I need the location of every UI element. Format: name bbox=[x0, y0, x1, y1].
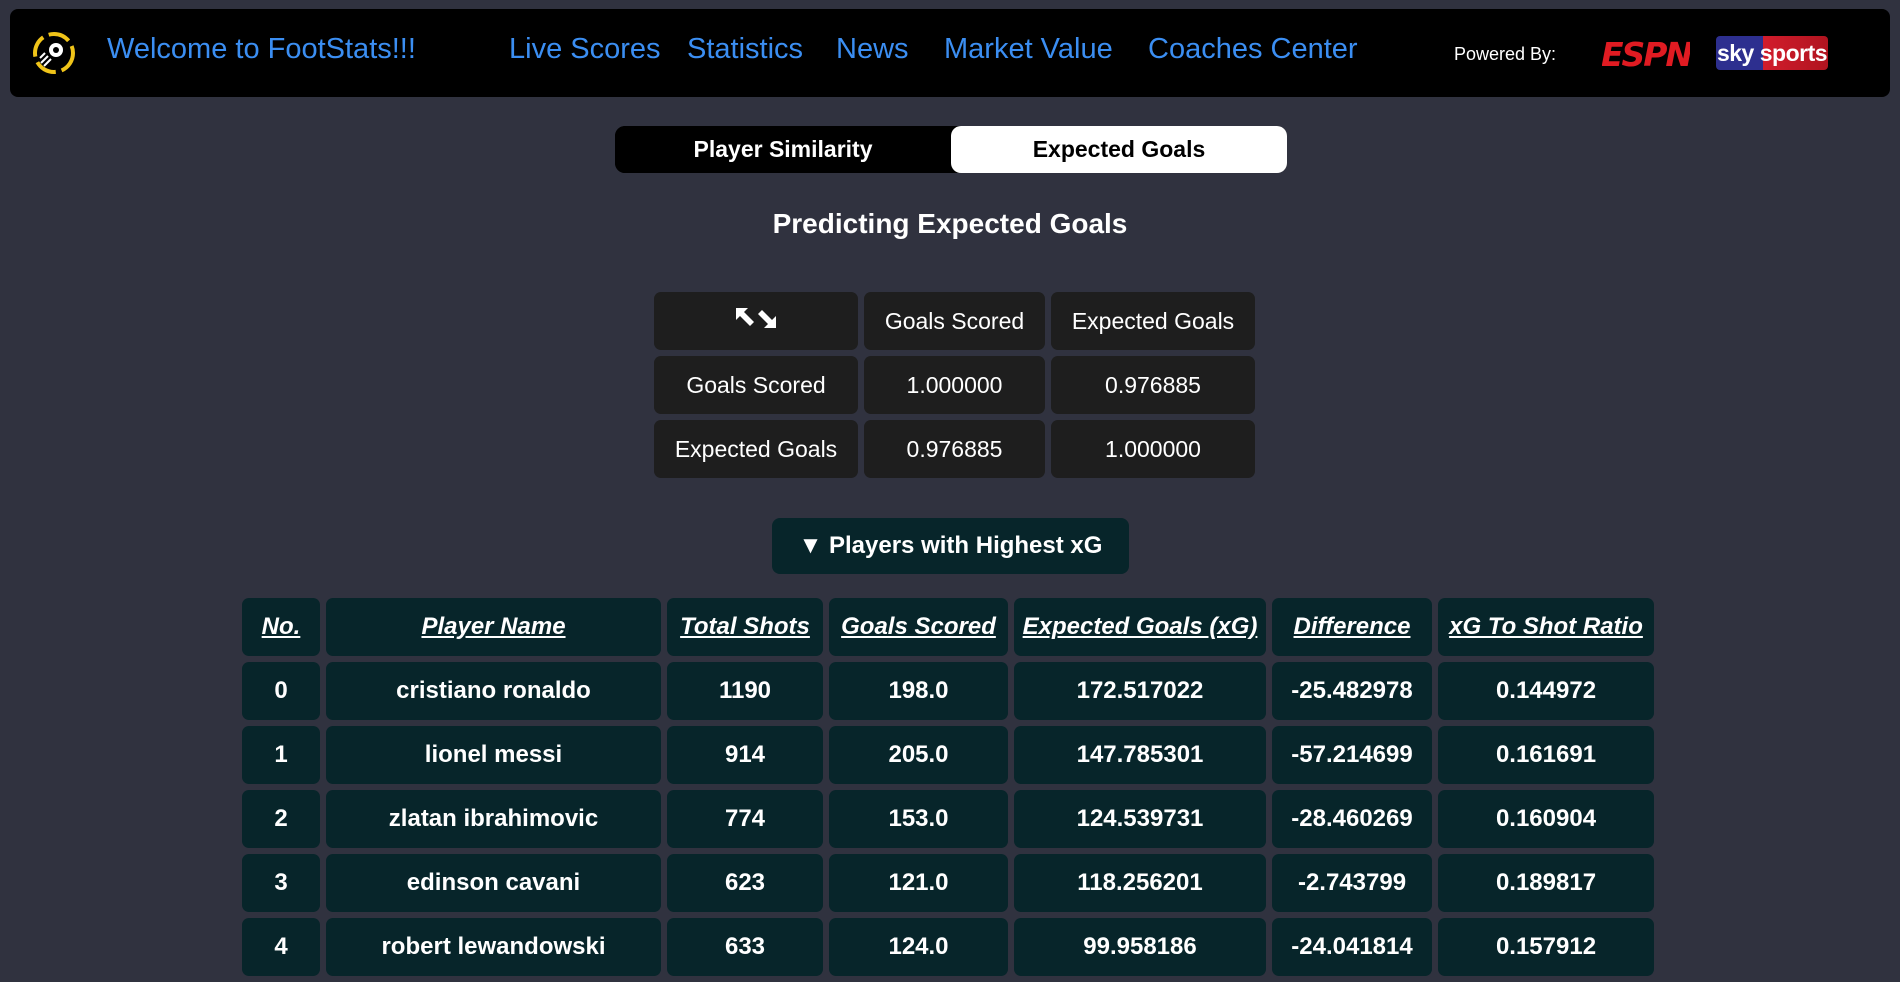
cell-expected-goals: 172.517022 bbox=[1014, 662, 1266, 720]
correlation-header-row: Goals Scored Expected Goals bbox=[654, 292, 1255, 350]
cell-difference: -24.041814 bbox=[1272, 918, 1432, 976]
matrix-col-expected-goals: Expected Goals bbox=[1051, 292, 1255, 350]
cell-difference: -57.214699 bbox=[1272, 726, 1432, 784]
players-xg-table: No. Player Name Total Shots Goals Scored… bbox=[236, 592, 1660, 982]
col-total-shots[interactable]: Total Shots bbox=[667, 598, 823, 656]
cell-difference: -25.482978 bbox=[1272, 662, 1432, 720]
tab-player-similarity[interactable]: Player Similarity bbox=[615, 126, 951, 173]
page-title: Predicting Expected Goals bbox=[772, 208, 1128, 239]
cell-goals-scored: 153.0 bbox=[829, 790, 1008, 848]
espn-logo: ESPN bbox=[1602, 35, 1690, 73]
correlation-row: Goals Scored 1.000000 0.976885 bbox=[654, 356, 1255, 414]
cell-expected-goals: 118.256201 bbox=[1014, 854, 1266, 912]
nav-live-scores[interactable]: Live Scores bbox=[509, 33, 661, 65]
cell-player-name: cristiano ronaldo bbox=[326, 662, 661, 720]
table-row: 3 edinson cavani 623 121.0 118.256201 -2… bbox=[242, 854, 1654, 912]
corner-cell bbox=[654, 292, 858, 350]
nav-news[interactable]: News bbox=[836, 33, 909, 65]
cell-player-name: robert lewandowski bbox=[326, 918, 661, 976]
nav-coaches-center[interactable]: Coaches Center bbox=[1148, 33, 1358, 65]
matrix-row-label: Expected Goals bbox=[654, 420, 858, 478]
cell-difference: -2.743799 bbox=[1272, 854, 1432, 912]
cell-goals-scored: 124.0 bbox=[829, 918, 1008, 976]
analysis-tabs: Player Similarity Expected Goals bbox=[615, 126, 1287, 173]
cell-player-name: lionel messi bbox=[326, 726, 661, 784]
powered-by-label: Powered By: bbox=[1454, 44, 1557, 64]
cell-expected-goals: 99.958186 bbox=[1014, 918, 1266, 976]
cell-no: 1 bbox=[242, 726, 320, 784]
nav-statistics[interactable]: Statistics bbox=[687, 33, 804, 65]
cell-total-shots: 1190 bbox=[667, 662, 823, 720]
table-row: 0 cristiano ronaldo 1190 198.0 172.51702… bbox=[242, 662, 1654, 720]
table-row: 1 lionel messi 914 205.0 147.785301 -57.… bbox=[242, 726, 1654, 784]
col-goals-scored[interactable]: Goals Scored bbox=[829, 598, 1008, 656]
col-expected-goals[interactable]: Expected Goals (xG) bbox=[1014, 598, 1266, 656]
matrix-row-label: Goals Scored bbox=[654, 356, 858, 414]
cell-player-name: edinson cavani bbox=[326, 854, 661, 912]
expand-arrows-icon bbox=[736, 308, 776, 328]
matrix-value: 1.000000 bbox=[864, 356, 1045, 414]
col-difference[interactable]: Difference bbox=[1272, 598, 1432, 656]
cell-xg-shot-ratio: 0.144972 bbox=[1438, 662, 1654, 720]
correlation-row: Expected Goals 0.976885 1.000000 bbox=[654, 420, 1255, 478]
matrix-value: 1.000000 bbox=[1051, 420, 1255, 478]
col-player-name[interactable]: Player Name bbox=[326, 598, 661, 656]
cell-xg-shot-ratio: 0.189817 bbox=[1438, 854, 1654, 912]
cell-xg-shot-ratio: 0.161691 bbox=[1438, 726, 1654, 784]
cell-goals-scored: 198.0 bbox=[829, 662, 1008, 720]
cell-xg-shot-ratio: 0.160904 bbox=[1438, 790, 1654, 848]
cell-player-name: zlatan ibrahimovic bbox=[326, 790, 661, 848]
table-header-row: No. Player Name Total Shots Goals Scored… bbox=[242, 598, 1654, 656]
cell-xg-shot-ratio: 0.157912 bbox=[1438, 918, 1654, 976]
welcome-title[interactable]: Welcome to FootStats!!! bbox=[107, 33, 416, 65]
cell-expected-goals: 124.539731 bbox=[1014, 790, 1266, 848]
cell-total-shots: 914 bbox=[667, 726, 823, 784]
matrix-col-goals-scored: Goals Scored bbox=[864, 292, 1045, 350]
footstats-logo-icon[interactable] bbox=[32, 31, 76, 75]
cell-no: 2 bbox=[242, 790, 320, 848]
cell-no: 4 bbox=[242, 918, 320, 976]
matrix-value: 0.976885 bbox=[864, 420, 1045, 478]
top-navbar: Welcome to FootStats!!! Live Scores Stat… bbox=[10, 9, 1890, 97]
cell-difference: -28.460269 bbox=[1272, 790, 1432, 848]
col-no[interactable]: No. bbox=[242, 598, 320, 656]
nav-market-value[interactable]: Market Value bbox=[944, 33, 1113, 65]
tab-expected-goals[interactable]: Expected Goals bbox=[951, 126, 1287, 173]
cell-total-shots: 623 bbox=[667, 854, 823, 912]
cell-goals-scored: 121.0 bbox=[829, 854, 1008, 912]
col-xg-shot-ratio[interactable]: xG To Shot Ratio bbox=[1438, 598, 1654, 656]
cell-no: 3 bbox=[242, 854, 320, 912]
table-row: 2 zlatan ibrahimovic 774 153.0 124.53973… bbox=[242, 790, 1654, 848]
cell-goals-scored: 205.0 bbox=[829, 726, 1008, 784]
table-row: 4 robert lewandowski 633 124.0 99.958186… bbox=[242, 918, 1654, 976]
sky-sports-logo: sky sports bbox=[1716, 36, 1828, 70]
cell-total-shots: 633 bbox=[667, 918, 823, 976]
cell-no: 0 bbox=[242, 662, 320, 720]
cell-total-shots: 774 bbox=[667, 790, 823, 848]
svg-text:ESPN: ESPN bbox=[1602, 35, 1690, 73]
matrix-value: 0.976885 bbox=[1051, 356, 1255, 414]
correlation-matrix: Goals Scored Expected Goals Goals Scored… bbox=[648, 286, 1261, 484]
cell-expected-goals: 147.785301 bbox=[1014, 726, 1266, 784]
highest-xg-toggle-button[interactable]: ▼ Players with Highest xG bbox=[772, 518, 1129, 574]
